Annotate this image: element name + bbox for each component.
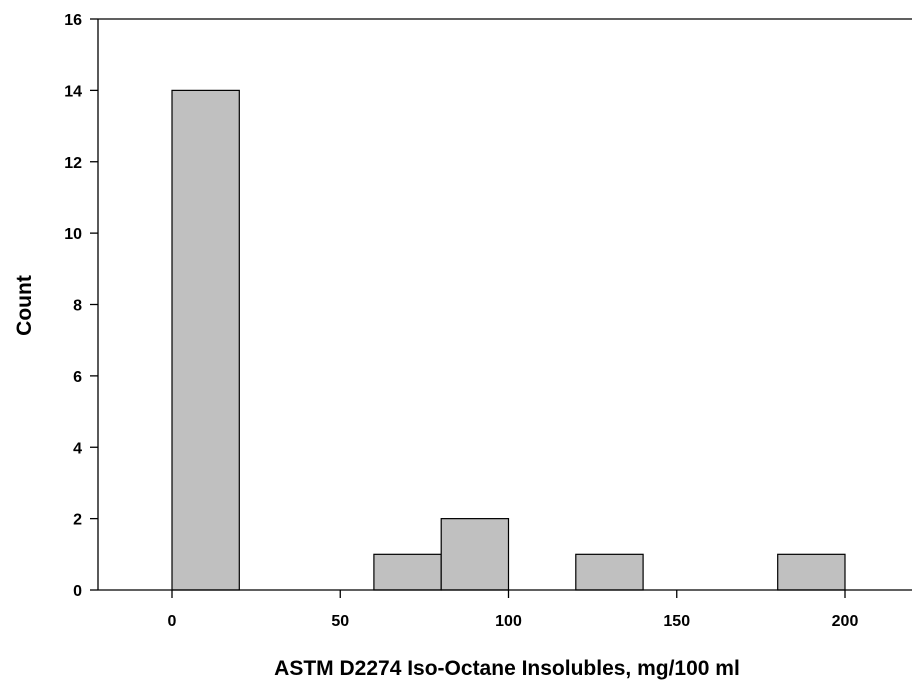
y-tick-label: 6: [73, 369, 82, 386]
y-tick-label: 4: [73, 440, 82, 457]
histogram-bar: [777, 553, 846, 591]
x-ticks-group: 0 50 100 150 200: [168, 590, 859, 630]
y-tick-label: 12: [64, 155, 82, 172]
y-axis-title: Count: [13, 275, 36, 336]
x-tick-label: 0: [168, 613, 177, 630]
x-tick-label: 150: [663, 613, 690, 630]
histogram-bar: [171, 89, 240, 591]
x-tick-label: 50: [331, 613, 349, 630]
bars-group: [171, 89, 846, 591]
y-tick-label: 2: [73, 512, 82, 529]
y-ticks-group: 0 2 4 6 8 10 12 14 16: [64, 12, 98, 600]
histogram-bar: [440, 518, 510, 591]
histogram-bar: [373, 553, 442, 591]
x-tick-label: 100: [495, 613, 522, 630]
x-tick-label: 200: [832, 613, 859, 630]
y-tick-label: 16: [64, 12, 82, 29]
y-tick-label: 10: [64, 226, 82, 243]
histogram-bar: [575, 553, 644, 591]
y-tick-label: 0: [73, 583, 82, 600]
y-tick-label: 8: [73, 298, 82, 315]
y-tick-label: 14: [64, 83, 82, 100]
x-axis-title: ASTM D2274 Iso-Octane Insolubles, mg/100…: [274, 657, 740, 680]
